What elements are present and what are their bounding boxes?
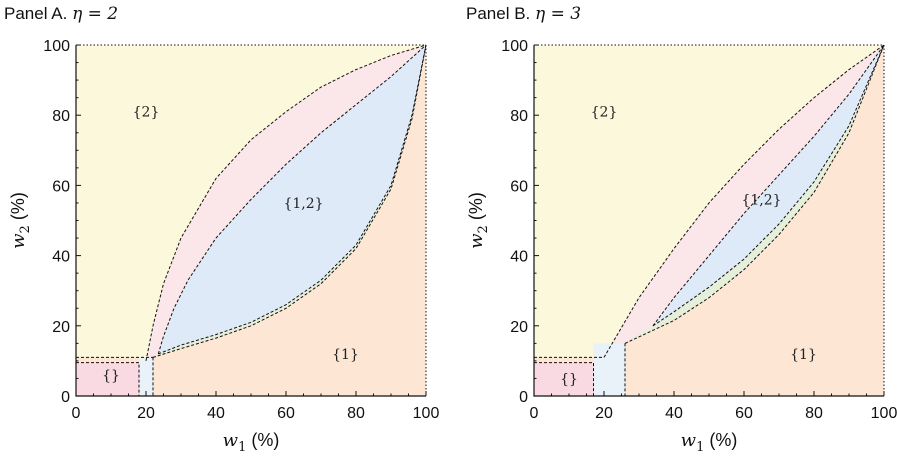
panel-b-region-label: {}	[560, 371, 578, 387]
panel-b-x-tick-label: 80	[805, 405, 823, 422]
panel-b-title: Panel B. η = 3	[466, 4, 581, 24]
panel-a-boundary-outer-lower	[152, 44, 427, 358]
panel-b-region-12-area	[653, 45, 884, 326]
panel-b-pink-band	[604, 45, 884, 358]
panel-a-blue-gap-area	[139, 357, 153, 396]
panel-b-region-label: {2}	[591, 105, 618, 121]
panel-a-x-tick-label: 20	[137, 405, 155, 422]
panel-b-x-tick-label: 40	[665, 405, 683, 422]
panel-b-y-axis-label: w2 (%)	[466, 192, 491, 249]
panel-a-y-tick-label: 80	[52, 108, 70, 125]
panel-a-y-tick-label: 20	[52, 319, 70, 336]
panel-b-x-axis-var: w	[681, 430, 697, 451]
panel-a-boundary-inner-upper	[157, 44, 427, 355]
panel-a-y-axis-label: w2 (%)	[8, 192, 33, 249]
panel-a-x-axis-label: w1 (%)	[223, 430, 280, 455]
panel-a-region-2-area	[76, 45, 426, 396]
panel-b-y-tick-label: 100	[501, 38, 528, 55]
panel-b-frame	[534, 44, 885, 396]
panel-b-y-tick-label: 0	[519, 389, 528, 406]
panel-b-x-axis-label: w1 (%)	[681, 430, 738, 455]
panel-b-region-label: {1}	[790, 347, 817, 363]
panel-a-region-12-area	[158, 45, 427, 354]
panel-b-y-tick-label: 80	[510, 108, 528, 125]
panel-a-y-axis-unit: (%)	[8, 192, 28, 220]
panel-a-title: Panel A. η = 2	[4, 4, 118, 24]
panel-b-y-tick-label: 20	[510, 319, 528, 336]
panel-a-pink-band	[146, 45, 426, 361]
panel-b-boundary-outer-lower	[624, 44, 885, 344]
panel-b-x-tick-label: 100	[871, 405, 897, 422]
panel-a-y-tick-label: 60	[52, 178, 70, 195]
panel-a-x-tick-label: 40	[207, 405, 225, 422]
panel-a-x-tick-label: 80	[347, 405, 365, 422]
panel-b-y-axis-sub: 2	[476, 225, 491, 233]
panel-b-blue-gap-area	[593, 343, 625, 396]
panel-b-boundary-outer-upper	[603, 44, 885, 358]
panel-b-x-tick-label: 0	[530, 405, 539, 422]
panel-b-x-tick-label: 60	[735, 405, 753, 422]
panel-b-y-tick-label: 60	[510, 178, 528, 195]
panel-a-frame	[76, 44, 427, 396]
panel-a-x-axis-sub: 1	[238, 440, 246, 455]
panel-a-region-label: {1,2}	[283, 196, 323, 212]
panel-a-region-label: {}	[102, 368, 120, 384]
panel-b-title-text: Panel B.	[466, 4, 531, 23]
panel-b-empty-box-border	[534, 362, 594, 396]
panel-a-title-text: Panel A.	[4, 4, 68, 23]
panel-b-x-tick-label: 20	[595, 405, 613, 422]
panel-a-x-axis-unit: (%)	[251, 430, 279, 450]
panel-b-region-2-area	[534, 45, 884, 396]
panel-b-region-label: {1,2}	[741, 192, 781, 208]
panel-a-boundary-inner-lower	[158, 44, 427, 355]
panel-a-region-label: {1}	[332, 347, 359, 363]
panel-a-y-tick-label: 0	[61, 389, 70, 406]
panel-a-empty-box-border	[76, 362, 140, 396]
panel-b-boundary-inner-upper	[652, 44, 885, 327]
panel-b-y-tick-label: 40	[510, 249, 528, 266]
panel-a-x-tick-label: 0	[72, 405, 81, 422]
panel-b-x-axis-unit: (%)	[709, 430, 737, 450]
panel-b-region-empty-area	[534, 362, 594, 396]
panel-a-region-empty-area	[76, 362, 139, 396]
panel-a-y-tick-label: 100	[43, 38, 70, 55]
panel-b-y-axis-unit: (%)	[466, 192, 486, 220]
panel-a-x-axis-var: w	[223, 430, 239, 451]
panel-a-y-tick-label: 40	[52, 249, 70, 266]
panel-a-eta: η = 2	[72, 4, 119, 24]
panel-a-x-tick-label: 100	[413, 405, 440, 422]
panel-a-y-axis-var: w	[8, 233, 29, 249]
panel-b-x-axis-sub: 1	[696, 440, 704, 455]
panel-a-region-label: {2}	[133, 105, 160, 121]
panel-b-y-axis-var: w	[466, 233, 487, 249]
panel-a-x-tick-label: 60	[277, 405, 295, 422]
panel-a-y-axis-sub: 2	[18, 225, 33, 233]
panel-b-boundary-inner-lower	[652, 44, 885, 327]
panel-b-eta: η = 3	[535, 4, 582, 24]
